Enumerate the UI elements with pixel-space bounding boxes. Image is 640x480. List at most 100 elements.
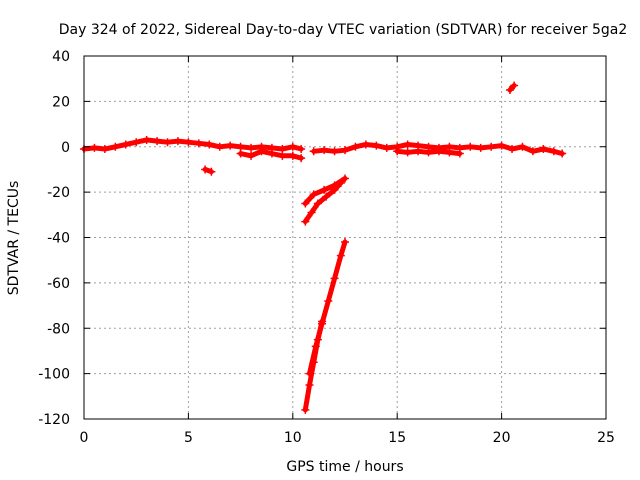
data-point bbox=[318, 319, 327, 328]
data-point bbox=[487, 142, 496, 151]
data-point bbox=[278, 151, 287, 160]
data-point bbox=[508, 145, 517, 154]
data-point bbox=[236, 142, 245, 151]
data-point bbox=[90, 143, 99, 152]
data-point bbox=[257, 147, 266, 156]
data-point bbox=[414, 147, 423, 156]
data-point bbox=[558, 149, 567, 158]
data-point bbox=[393, 147, 402, 156]
data-point bbox=[403, 140, 412, 149]
data-point bbox=[132, 138, 141, 147]
data-point bbox=[309, 190, 318, 199]
data-point bbox=[320, 185, 329, 194]
data-point bbox=[297, 154, 306, 163]
y-tick-label: -120 bbox=[38, 412, 70, 428]
data-point bbox=[153, 137, 162, 146]
y-tick-label: 40 bbox=[52, 49, 70, 65]
data-point bbox=[194, 139, 203, 148]
data-point bbox=[372, 141, 381, 150]
data-point bbox=[351, 142, 360, 151]
data-points bbox=[80, 81, 567, 414]
x-tick-label: 15 bbox=[388, 430, 406, 446]
x-tick-label: 20 bbox=[493, 430, 511, 446]
data-point bbox=[215, 142, 224, 151]
data-point bbox=[142, 135, 151, 144]
x-tick-label: 5 bbox=[184, 430, 193, 446]
data-point bbox=[121, 140, 130, 149]
data-point bbox=[403, 148, 412, 157]
data-point bbox=[336, 179, 345, 188]
data-point bbox=[330, 274, 339, 283]
x-tick-label: 0 bbox=[80, 430, 89, 446]
x-tick-label: 10 bbox=[284, 430, 302, 446]
data-point bbox=[466, 142, 475, 151]
data-trace bbox=[302, 180, 344, 225]
data-trace bbox=[81, 137, 304, 152]
x-axis-label: GPS time / hours bbox=[286, 459, 403, 475]
data-point bbox=[305, 369, 314, 378]
data-point bbox=[247, 151, 256, 160]
data-point bbox=[267, 149, 276, 158]
data-point bbox=[455, 149, 464, 158]
y-tick-label: -100 bbox=[38, 367, 70, 383]
data-point bbox=[297, 145, 306, 154]
data-point bbox=[301, 217, 310, 226]
data-point bbox=[434, 147, 443, 156]
data-point bbox=[549, 147, 558, 156]
data-point bbox=[184, 138, 193, 147]
data-point bbox=[322, 192, 331, 201]
y-tick-label: 20 bbox=[52, 94, 70, 110]
data-point bbox=[518, 142, 527, 151]
data-point bbox=[330, 185, 339, 194]
data-point bbox=[226, 141, 235, 150]
data-point bbox=[341, 146, 349, 155]
data-point bbox=[173, 137, 182, 146]
data-point bbox=[236, 149, 245, 158]
data-point bbox=[309, 147, 318, 156]
data-point bbox=[336, 251, 345, 260]
data-point bbox=[247, 143, 256, 152]
data-point bbox=[307, 208, 316, 217]
data-point bbox=[207, 167, 216, 176]
y-tick-label: 0 bbox=[61, 140, 70, 156]
data-point bbox=[288, 142, 297, 151]
y-tick-label: -20 bbox=[47, 185, 70, 201]
data-point bbox=[341, 174, 349, 183]
data-point bbox=[324, 297, 333, 306]
data-point bbox=[510, 81, 519, 90]
data-point bbox=[476, 143, 485, 152]
data-point bbox=[497, 141, 506, 150]
y-tick-label: -80 bbox=[47, 321, 70, 337]
data-point bbox=[313, 199, 322, 208]
data-point bbox=[382, 143, 391, 152]
data-trace bbox=[307, 239, 348, 377]
data-point bbox=[288, 151, 297, 160]
data-point bbox=[163, 138, 172, 147]
data-point bbox=[361, 140, 370, 149]
axis-ticks: 0 5 10 15 20 25 -120 -100 -80 -60 -40 -20 0 20 40 bbox=[38, 49, 615, 446]
data-point bbox=[305, 380, 314, 389]
data-point bbox=[505, 86, 514, 95]
data-point bbox=[539, 145, 548, 154]
data-point bbox=[301, 199, 310, 208]
y-tick-label: -40 bbox=[47, 231, 70, 247]
data-point bbox=[311, 342, 320, 351]
data-point bbox=[301, 405, 310, 414]
data-point bbox=[424, 148, 433, 157]
chart-title: Day 324 of 2022, Sidereal Day-to-day VTE… bbox=[59, 22, 628, 38]
data-point bbox=[445, 148, 454, 157]
y-axis-label: SDTVAR / TECUs bbox=[6, 181, 22, 296]
data-point bbox=[528, 147, 537, 156]
data-point bbox=[320, 146, 329, 155]
data-point bbox=[111, 142, 120, 151]
grid-lines bbox=[84, 56, 606, 419]
data-point bbox=[100, 145, 109, 154]
x-tick-label: 25 bbox=[597, 430, 615, 446]
data-point bbox=[205, 140, 214, 149]
data-point bbox=[278, 145, 287, 154]
data-point bbox=[341, 238, 349, 247]
data-point bbox=[201, 165, 210, 174]
y-tick-label: -60 bbox=[47, 276, 70, 292]
data-point bbox=[330, 147, 339, 156]
